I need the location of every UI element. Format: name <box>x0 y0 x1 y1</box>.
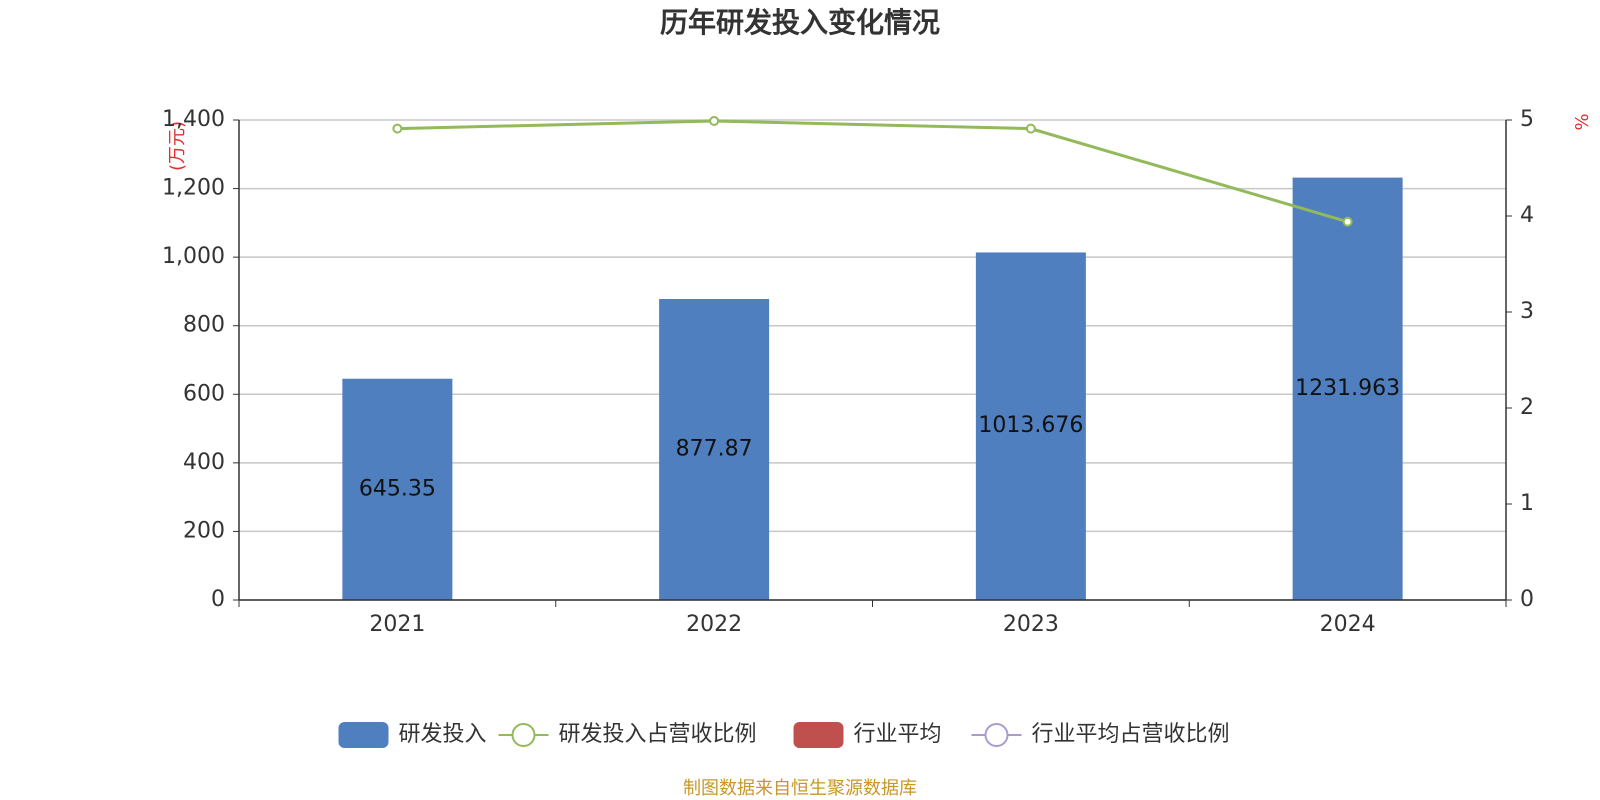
bar <box>659 299 770 600</box>
y2-axis-label: % <box>1572 113 1593 130</box>
x-tick-label: 2022 <box>686 612 742 637</box>
line-point <box>392 123 403 134</box>
y-tick-label: 600 <box>183 381 225 406</box>
bar-value-label: 1231.963 <box>1295 376 1400 401</box>
y-tick-label: 400 <box>183 450 225 475</box>
bar-value-label: 877.87 <box>676 437 753 462</box>
line-point <box>1025 123 1036 134</box>
legend-label: 行业平均 <box>854 722 942 747</box>
bar <box>975 252 1086 600</box>
line-point <box>709 115 720 126</box>
chart-title: 历年研发投入变化情况 <box>660 6 940 39</box>
legend-swatch <box>511 723 536 747</box>
bar <box>1292 177 1403 601</box>
source-note: 制图数据来自恒生聚源数据库 <box>683 778 917 799</box>
legend-label: 行业平均占营收比例 <box>1032 722 1230 747</box>
y2-tick-label: 1 <box>1520 491 1534 516</box>
y-tick-label: 800 <box>183 313 225 338</box>
y2-tick-label: 5 <box>1520 107 1534 132</box>
legend-swatch <box>793 722 844 748</box>
y2-tick-label: 4 <box>1520 203 1534 228</box>
y-tick-label: 200 <box>183 518 225 543</box>
y2-tick-label: 3 <box>1520 299 1534 324</box>
legend-swatch <box>338 722 389 748</box>
x-tick-label: 2021 <box>369 612 425 637</box>
bar-value-label: 645.35 <box>359 476 436 501</box>
legend-swatch <box>984 723 1009 747</box>
y-tick-label: 1,000 <box>162 244 225 269</box>
legend-label: 研发投入 <box>399 722 487 747</box>
x-tick-label: 2023 <box>1003 612 1059 637</box>
y-tick-label: 1,200 <box>162 176 225 201</box>
bar-value-label: 1013.676 <box>978 413 1083 438</box>
y-tick-label: 1,400 <box>162 107 225 132</box>
legend-label: 研发投入占营收比例 <box>559 722 757 747</box>
line-point <box>1342 216 1353 227</box>
x-tick-label: 2024 <box>1320 612 1376 637</box>
y-tick-label: 0 <box>211 587 225 612</box>
y2-tick-label: 2 <box>1520 395 1534 420</box>
line <box>397 119 1349 224</box>
y-axis-label: (万元) <box>167 121 188 171</box>
bar <box>342 378 453 600</box>
y2-tick-label: 0 <box>1520 587 1534 612</box>
